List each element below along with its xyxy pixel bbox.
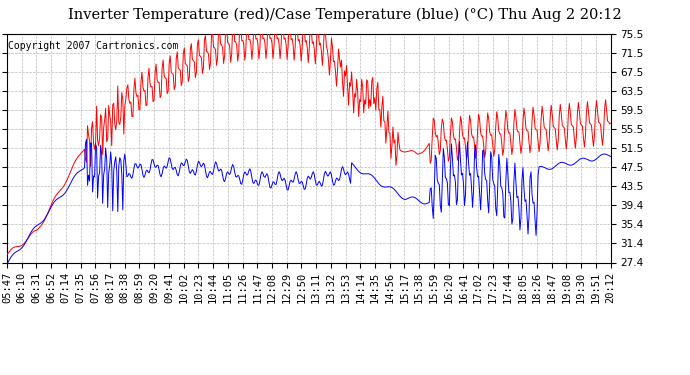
Text: Copyright 2007 Cartronics.com: Copyright 2007 Cartronics.com	[8, 40, 179, 51]
Text: Inverter Temperature (red)/Case Temperature (blue) (°C) Thu Aug 2 20:12: Inverter Temperature (red)/Case Temperat…	[68, 8, 622, 22]
